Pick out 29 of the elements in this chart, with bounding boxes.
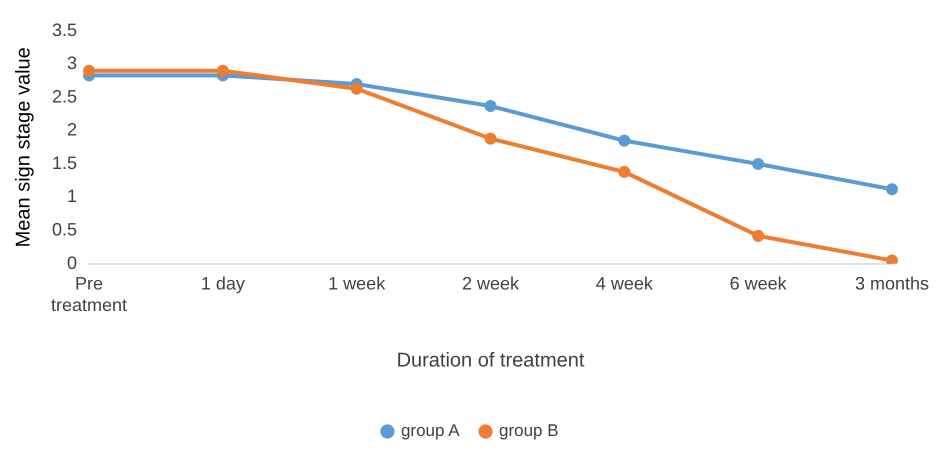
point <box>618 166 630 178</box>
legend-label: group A <box>400 421 460 440</box>
y-tick-label: 2 <box>67 120 78 140</box>
y-tick-label: 2.5 <box>52 86 78 106</box>
x-axis-title: Duration of treatment <box>396 350 585 372</box>
x-tick-label: Pre treatment <box>51 274 128 316</box>
point <box>752 230 764 242</box>
point <box>618 134 630 147</box>
x-tick-label: 1 week <box>328 274 386 294</box>
point <box>886 183 898 196</box>
legend-label: group B <box>499 421 559 440</box>
point <box>83 64 96 77</box>
x-tick-label: 3 months <box>854 274 930 294</box>
point <box>484 132 496 145</box>
y-tick-label: 3.5 <box>52 20 78 40</box>
x-tick-label: 2 week <box>462 274 520 294</box>
y-tick-label: 0.5 <box>52 219 78 240</box>
point <box>216 64 229 77</box>
y-axis-title: Mean sign stage value <box>12 47 35 248</box>
y-tick-label: 3 <box>67 53 78 74</box>
x-tick-label: 4 week <box>596 274 654 294</box>
x-tick-label: 6 week <box>730 274 788 294</box>
y-tick-label: 1 <box>67 186 78 206</box>
y-tick-label: 0 <box>67 252 78 273</box>
point <box>484 100 496 112</box>
x-tick-label: 1 day <box>200 274 245 294</box>
point <box>752 158 764 170</box>
y-tick-label: 1.5 <box>52 152 78 173</box>
point <box>350 82 363 95</box>
